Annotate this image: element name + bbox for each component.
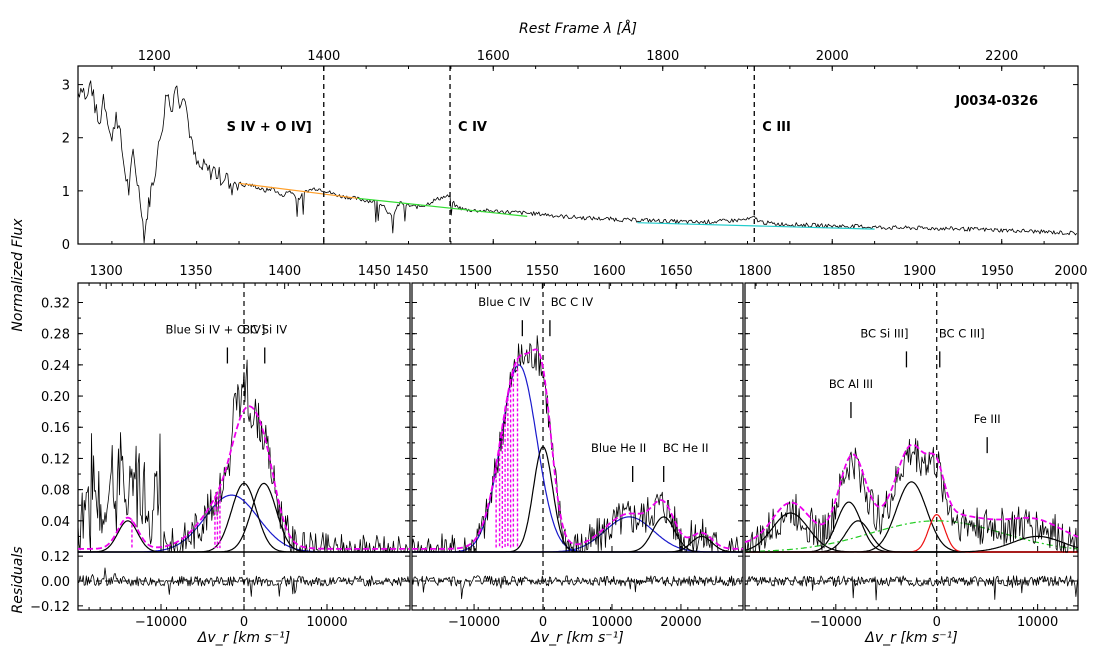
wavelength-tick-label: 1600 [593,264,626,279]
emission-line-label: C III [762,120,791,135]
fit-panel-frame [411,282,744,553]
top-xtick-label: 2200 [985,49,1018,64]
residual-line [411,575,744,600]
wavelength-tick-label: 1450 [395,264,428,279]
model-component [78,520,410,553]
residuals-axis-title: Residuals [10,546,26,613]
wavelength-tick-label: 1650 [660,264,693,279]
line-annotation: BC C IV [551,295,593,309]
continuum-segment [357,197,528,217]
top-xtick-label: 2000 [816,49,849,64]
emission-line-label: C IV [458,120,487,135]
flux-ytick-label: 0.12 [41,452,70,467]
model-component [745,535,1079,553]
velocity-tick-label: −10000 [135,615,187,630]
wavelength-tick-label: 1500 [459,264,492,279]
wavelength-tick-label: 1950 [981,264,1014,279]
velocity-tick-label: 0 [240,615,248,630]
flux-ytick-label: 0.16 [41,421,70,436]
velocity-tick-label: 10000 [1017,615,1058,630]
line-annotation: BC Si III] [860,326,908,340]
wavelength-tick-label: 1550 [526,264,559,279]
line-annotation: Blue He II [591,441,646,455]
velocity-tick-label: 10000 [591,615,632,630]
velocity-tick-label: −10000 [810,615,862,630]
top-spectrum-line [77,80,1078,244]
residual-line [744,575,1079,601]
top-ytick-label: 3 [62,79,70,94]
line-annotation: BC Al III [829,377,873,391]
flux-ytick-label: 0.28 [41,328,70,343]
top-xtick-label: 1800 [646,49,679,64]
residual-ytick-label: 0.00 [41,575,70,590]
object-name: J0034-0326 [954,94,1038,109]
wavelength-tick-label: 2000 [1054,264,1087,279]
wavelength-tick-label: 1850 [822,264,855,279]
residual-ytick-label: 0.12 [41,550,70,565]
line-annotation: Blue C IV [478,295,530,309]
model-component [412,364,743,553]
emission-line-label: S IV + O IV] [227,120,312,135]
velocity-axis-title: Δv_r [km s⁻¹] [530,630,623,646]
flux-ytick-label: 0.32 [41,296,70,311]
velocity-axis-title: Δv_r [km s⁻¹] [864,630,957,646]
residual-line [77,567,411,597]
top-ytick-label: 2 [62,132,70,147]
velocity-axis-title: Δv_r [km s⁻¹] [197,630,290,646]
fit-panel-frame [744,282,1079,553]
top-xtick-label: 1600 [477,49,510,64]
top-ytick-label: 0 [62,238,70,253]
flux-ytick-label: 0.04 [41,515,70,530]
line-annotation: BC He II [663,441,709,455]
line-annotation: Fe III [974,412,1001,426]
model-component [745,501,1078,553]
velocity-tick-label: 0 [539,615,547,630]
velocity-tick-label: 0 [933,615,941,630]
wavelength-tick-label: 1900 [903,264,936,279]
continuum-segment [238,182,358,199]
line-annotation: BC Si IV [242,322,287,336]
y-axis-title: Normalized Flux [10,218,26,332]
wavelength-tick-label: 1800 [739,264,772,279]
flux-ytick-label: 0.20 [41,390,70,405]
observed-spectrum [77,359,410,553]
top-ytick-label: 1 [62,185,70,200]
total-model [744,443,1079,543]
top-axis-title: Rest Frame λ [Å] [519,20,637,37]
wavelength-tick-label: 1450 [358,264,391,279]
flux-ytick-label: 0.24 [41,359,70,374]
line-annotation: Blue Si IV + O IV] [165,322,265,336]
velocity-tick-label: −10000 [448,615,500,630]
velocity-tick-label: 10000 [306,615,347,630]
wavelength-tick-label: 1400 [268,264,301,279]
residual-ytick-label: −0.12 [30,600,70,615]
continuum-segment [637,222,875,230]
velocity-tick-label: 20000 [660,615,701,630]
total-model [78,405,410,550]
wavelength-tick-label: 1350 [179,264,212,279]
observed-spectrum [744,438,1078,553]
top-xtick-label: 1200 [138,49,171,64]
top-xtick-label: 1400 [307,49,340,64]
total-model [412,348,743,550]
wavelength-tick-label: 1300 [90,264,123,279]
line-annotation: BC C III] [939,326,985,340]
flux-ytick-label: 0.08 [41,484,70,499]
